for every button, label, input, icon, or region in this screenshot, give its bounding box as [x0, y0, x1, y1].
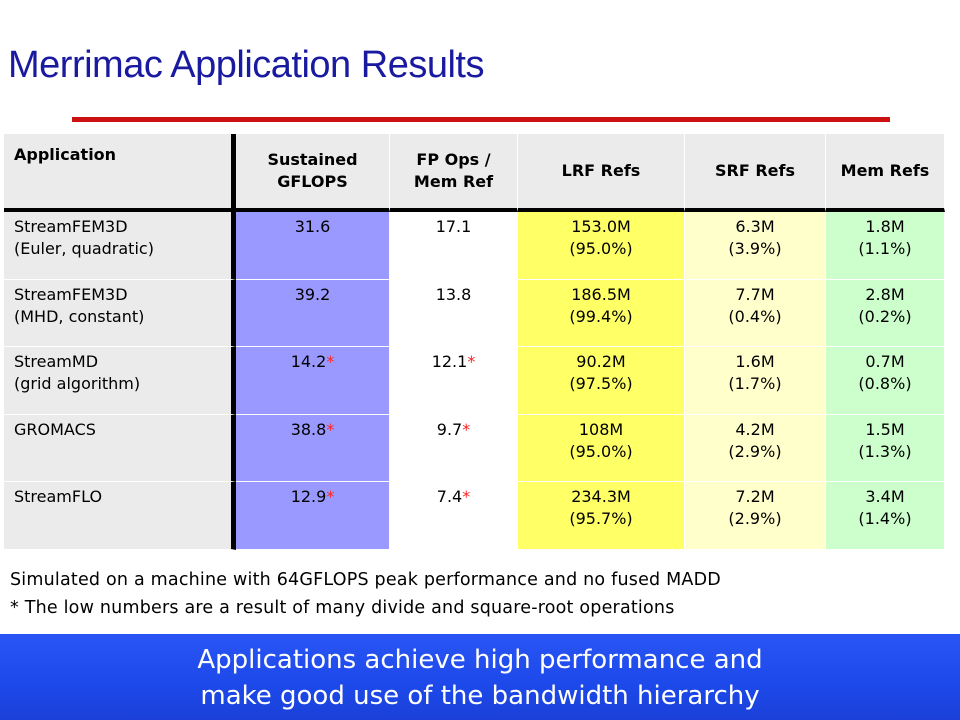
cell-mem-refs: 1.8M (1.1%)	[826, 212, 945, 280]
cell-gflops: 14.2*	[236, 347, 390, 415]
cell-srf-refs: 7.2M (2.9%)	[685, 482, 826, 550]
conclusion-banner: Applications achieve high performance an…	[0, 634, 960, 720]
cell-gflops: 39.2	[236, 279, 390, 348]
table-row: StreamMD (grid algorithm) 14.2* 12.1* 90.2M(…	[4, 347, 945, 415]
footnote: * The low numbers are a result of many d…	[10, 598, 675, 618]
banner-line-1: Applications achieve high performance an…	[197, 645, 763, 675]
cell-lrf-refs: 90.2M (97.5%)	[518, 347, 685, 415]
title-underline	[72, 117, 890, 122]
cell-gflops: 12.9*	[236, 482, 390, 550]
results-table-frame: Application Sustained GFLOPS FP Ops / Mem …	[4, 134, 945, 550]
results-table: Application Sustained GFLOPS FP Ops / Mem …	[4, 134, 945, 550]
simulation-note: Simulated on a machine with 64GFLOPS pea…	[10, 570, 721, 590]
cell-lrf-refs: 153.0M (95.0%)	[518, 212, 685, 280]
table-row: StreamFLO 12.9* 7.4* 234.3M (95.7%) 7.2M (2.9%…	[4, 482, 945, 550]
cell-fpops: 13.8	[390, 279, 518, 348]
cell-mem-refs: 3.4M (1.4%)	[826, 482, 945, 550]
table-row: StreamFEM3D (Euler, quadratic) 31.6 17.1 153…	[4, 212, 945, 280]
cell-mem-refs: 2.8M (0.2%)	[826, 279, 945, 348]
cell-fpops: 7.4*	[390, 482, 518, 550]
cell-lrf-refs: 186.5M (99.4%)	[518, 279, 685, 348]
cell-gflops: 31.6	[236, 212, 390, 280]
column-header-srf: SRF Refs	[685, 134, 826, 212]
cell-lrf-refs: 108M (95.0%)	[518, 414, 685, 483]
table-header-row: Application Sustained GFLOPS FP Ops / Mem …	[4, 134, 945, 212]
cell-application: GROMACS	[4, 414, 236, 483]
page-title: Merrimac Application Results	[8, 44, 484, 86]
column-header-mem: Mem Refs	[826, 134, 945, 212]
cell-gflops: 38.8*	[236, 414, 390, 483]
cell-fpops: 17.1	[390, 212, 518, 280]
cell-mem-refs: 0.7M (0.8%)	[826, 347, 945, 415]
cell-lrf-refs: 234.3M (95.7%)	[518, 482, 685, 550]
table-row: GROMACS 38.8* 9.7* 108M (95.0%) 4.2M (2.9%) 1.5…	[4, 414, 945, 483]
cell-fpops: 9.7*	[390, 414, 518, 483]
column-header-fpops: FP Ops / Mem Ref	[390, 134, 518, 212]
cell-application: StreamFEM3D (MHD, constant)	[4, 279, 236, 348]
cell-application: StreamFLO	[4, 482, 236, 550]
cell-srf-refs: 4.2M (2.9%)	[685, 414, 826, 483]
banner-line-2: make good use of the bandwidth hierarchy	[200, 681, 760, 711]
cell-mem-refs: 1.5M (1.3%)	[826, 414, 945, 483]
column-header-gflops: Sustained GFLOPS	[236, 134, 390, 212]
cell-srf-refs: 1.6M (1.7%)	[685, 347, 826, 415]
column-header-lrf: LRF Refs	[518, 134, 685, 212]
cell-application: StreamMD (grid algorithm)	[4, 347, 236, 415]
cell-srf-refs: 7.7M (0.4%)	[685, 279, 826, 348]
cell-application: StreamFEM3D (Euler, quadratic)	[4, 212, 236, 280]
column-header-application: Application	[4, 134, 236, 212]
table-row: StreamFEM3D (MHD, constant) 39.2 13.8 186.5M…	[4, 279, 945, 348]
cell-fpops: 12.1*	[390, 347, 518, 415]
cell-srf-refs: 6.3M (3.9%)	[685, 212, 826, 280]
